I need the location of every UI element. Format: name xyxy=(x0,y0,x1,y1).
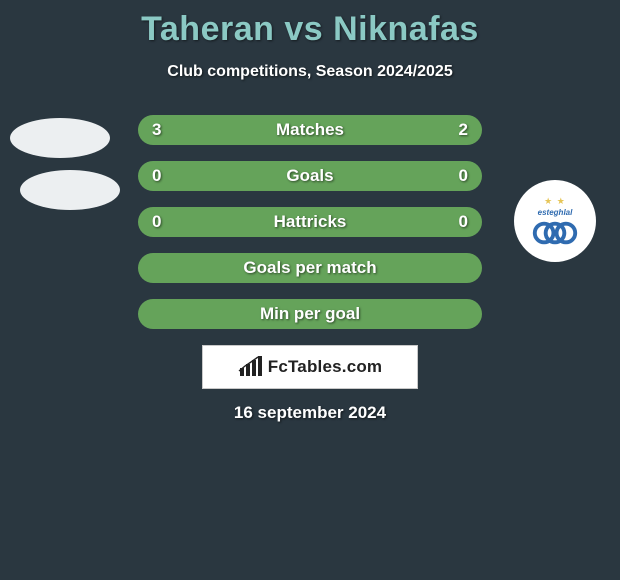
fctables-badge[interactable]: FcTables.com xyxy=(202,345,418,389)
stat-left-value: 0 xyxy=(152,166,168,186)
subtitle: Club competitions, Season 2024/2025 xyxy=(0,63,620,81)
stat-right-value: 0 xyxy=(452,212,468,232)
stat-name: Goals xyxy=(138,166,482,186)
stat-row: 0 Hattricks 0 xyxy=(138,207,482,237)
stat-left-value: 3 xyxy=(152,120,168,140)
stats-area: 3 Matches 2 0 Goals 0 0 Hattricks 0 Goal… xyxy=(0,115,620,329)
stat-left-value: 0 xyxy=(152,212,168,232)
bar-chart-icon xyxy=(238,356,264,378)
page-title: Taheran vs Niknafas xyxy=(0,0,620,49)
stat-row: Goals per match xyxy=(138,253,482,283)
stat-name: Matches xyxy=(138,120,482,140)
stat-right-value: 0 xyxy=(452,166,468,186)
stat-row: Min per goal xyxy=(138,299,482,329)
stat-row: 3 Matches 2 xyxy=(138,115,482,145)
stat-row: 0 Goals 0 xyxy=(138,161,482,191)
badge-brand-text: FcTables.com xyxy=(268,357,383,377)
date-text: 16 september 2024 xyxy=(0,403,620,423)
stat-name: Hattricks xyxy=(138,212,482,232)
stat-right-value: 2 xyxy=(452,120,468,140)
stat-name: Goals per match xyxy=(138,258,482,278)
stat-name: Min per goal xyxy=(138,304,482,324)
